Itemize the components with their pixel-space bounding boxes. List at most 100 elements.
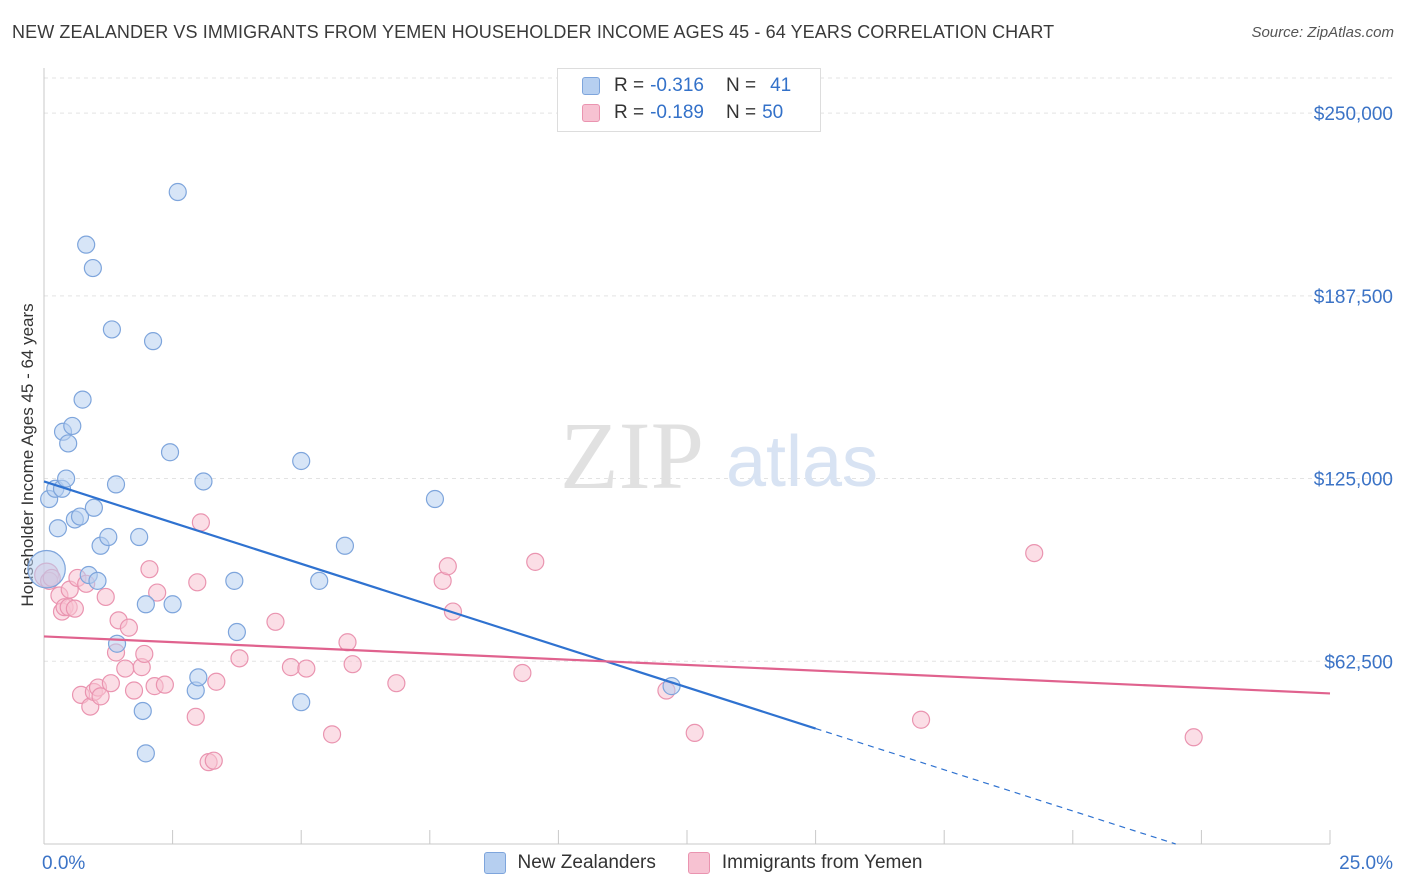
data-point-yemen: [91, 687, 110, 706]
y-tick-label: $125,000: [1314, 470, 1393, 491]
data-point-new-zealander: [189, 668, 208, 687]
data-point-new-zealander: [335, 536, 355, 555]
data-point-new-zealander: [227, 622, 246, 642]
data-point-yemen: [148, 583, 167, 602]
legend-swatch-blue: [483, 852, 506, 874]
data-point-new-zealander: [107, 634, 127, 653]
chart-title: NEW ZEALANDER VS IMMIGRANTS FROM YEMEN H…: [12, 22, 1055, 42]
data-point-new-zealander: [160, 443, 180, 462]
data-point-yemen: [513, 663, 532, 683]
data-point-yemen: [297, 659, 316, 678]
data-point-new-zealander: [136, 744, 155, 763]
trend-lines: [43, 480, 1331, 845]
axes: [43, 68, 1331, 845]
legend-r-label: R =: [614, 75, 645, 96]
series-new-zealanders: [27, 182, 681, 763]
data-point-new-zealander: [143, 332, 163, 351]
data-point-yemen: [140, 560, 159, 579]
data-point-yemen: [191, 513, 210, 532]
data-point-new-zealander: [292, 693, 311, 712]
watermark-atlas: atlas: [726, 422, 878, 502]
data-point-yemen: [281, 658, 301, 677]
data-point-yemen: [135, 644, 154, 664]
watermark: ZIP atlas: [560, 402, 878, 509]
data-point-yemen: [387, 674, 406, 693]
data-point-yemen: [322, 725, 342, 744]
data-point-new-zealander: [136, 595, 155, 614]
y-tick-label: $62,500: [1324, 652, 1393, 673]
data-point-new-zealander: [102, 320, 122, 339]
data-point-new-zealander: [133, 701, 152, 721]
data-point-new-zealander: [57, 469, 76, 488]
legend-n-value: 50: [762, 102, 784, 123]
data-point-yemen: [155, 675, 174, 694]
legend-row-new-zealanders: R = -0.316 N = 41: [582, 75, 791, 97]
data-point-new-zealander: [27, 549, 66, 589]
trend-line-new-zealanders-extrapolated: [815, 727, 1176, 845]
data-point-yemen: [188, 573, 207, 592]
data-point-new-zealander: [83, 258, 102, 278]
data-point-new-zealander: [59, 434, 78, 453]
data-point-new-zealander: [130, 527, 149, 547]
legend-item-new-zealanders: New Zealanders: [483, 852, 656, 874]
legend-n-label: N =: [725, 75, 757, 96]
stats-legend: R = -0.316 N = 41 R = -0.189 N = 50: [557, 68, 821, 132]
data-point-new-zealander: [425, 489, 445, 509]
grid-lines: [44, 77, 1395, 662]
x-tick-label-right: 25.0%: [1339, 853, 1393, 874]
data-point-yemen: [685, 723, 704, 743]
legend-item-immigrants-from-yemen: Immigrants from Yemen: [687, 852, 922, 874]
data-point-new-zealander: [163, 595, 182, 614]
data-point-new-zealander: [63, 416, 82, 436]
trend-line-new-zealanders: [43, 480, 816, 730]
x-tick-label-left: 0.0%: [42, 853, 85, 874]
data-point-yemen: [911, 710, 931, 729]
series-legend: New Zealanders Immigrants from Yemen: [0, 852, 1406, 874]
legend-r-value: -0.316: [650, 75, 704, 96]
y-tick-label: $187,500: [1314, 287, 1393, 308]
data-point-yemen: [1184, 728, 1203, 747]
data-point-new-zealander: [99, 527, 118, 547]
watermark-zip: ZIP: [560, 402, 704, 509]
data-point-new-zealander: [310, 571, 329, 590]
legend-r-value: -0.189: [650, 102, 704, 123]
data-point-yemen: [438, 557, 457, 576]
data-point-new-zealander: [194, 472, 213, 491]
data-point-new-zealander: [70, 507, 90, 526]
legend-row-immigrants-from-yemen: R = -0.189 N = 50: [582, 102, 783, 124]
data-point-yemen: [1025, 543, 1044, 563]
data-point-new-zealander: [292, 451, 311, 471]
data-point-yemen: [96, 587, 115, 607]
data-point-new-zealander: [84, 498, 103, 517]
data-point-new-zealander: [168, 182, 187, 202]
data-point-yemen: [186, 707, 205, 726]
data-point-yemen: [204, 751, 223, 770]
data-point-yemen: [65, 599, 84, 618]
data-point-yemen: [526, 552, 545, 571]
data-point-yemen: [338, 633, 357, 652]
legend-r-label: R =: [614, 102, 645, 123]
data-point-new-zealander: [77, 235, 96, 254]
data-point-yemen: [207, 672, 226, 691]
legend-label: New Zealanders: [517, 852, 656, 873]
series-immigrants-from-yemen: [34, 513, 1203, 772]
data-point-new-zealander: [106, 475, 126, 494]
legend-swatch-pink: [582, 104, 600, 122]
data-point-new-zealander: [225, 571, 244, 590]
legend-swatch-blue: [582, 77, 600, 95]
data-point-yemen: [116, 659, 135, 678]
y-tick-label: $250,000: [1314, 104, 1393, 125]
data-point-yemen: [101, 674, 120, 693]
tick-labels: $62,500 $125,000 $187,500 $250,000 0.0% 25.0%: [42, 104, 1393, 874]
source-credit: Source: ZipAtlas.com: [1251, 24, 1394, 41]
data-point-new-zealander: [73, 390, 92, 409]
data-point-new-zealander: [48, 519, 67, 538]
data-point-yemen: [230, 649, 249, 668]
data-point-yemen: [119, 618, 138, 637]
trend-line-immigrants-from-yemen: [43, 635, 1331, 695]
data-point-yemen: [343, 655, 362, 674]
legend-swatch-pink: [687, 852, 710, 874]
legend-n-label: N =: [725, 102, 757, 123]
data-point-new-zealander: [88, 571, 107, 590]
